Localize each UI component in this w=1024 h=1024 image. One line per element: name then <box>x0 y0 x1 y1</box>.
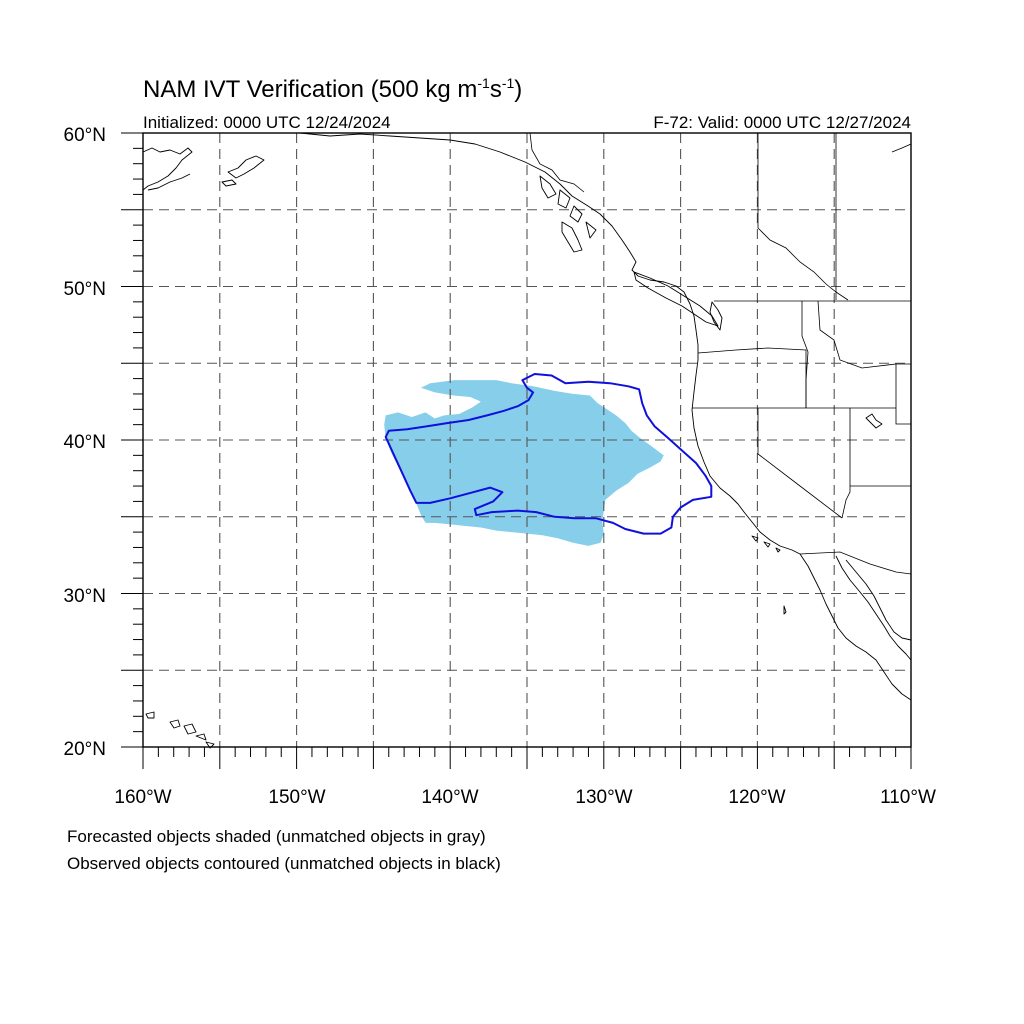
political-borders-layer <box>529 132 912 575</box>
us-west-coast <box>691 345 801 555</box>
lon-label-140w: 140°W <box>421 787 478 808</box>
great-lakes-shape <box>865 413 883 429</box>
lat-label-30n: 30°N <box>64 586 106 607</box>
guadalupe-island <box>783 605 787 615</box>
gulf-of-california-coast <box>835 555 912 661</box>
channel-islands <box>751 535 781 553</box>
lon-label-130w: 130°W <box>575 787 632 808</box>
alaska-peninsula <box>147 173 191 191</box>
wyoming-border <box>895 364 911 425</box>
lon-label-150w: 150°W <box>268 787 325 808</box>
us-mexico-border <box>799 551 912 575</box>
mainland-mexico-coast <box>845 559 912 641</box>
axis-ticks <box>121 132 912 769</box>
lat-lon-gridlines <box>143 133 911 747</box>
latitude-labels: 60°N 50°N 40°N 30°N 20°N <box>64 125 106 760</box>
coastline-layer <box>142 132 912 749</box>
alexander-archipelago <box>539 175 597 239</box>
lat-label-50n: 50°N <box>64 279 106 300</box>
idaho-border <box>801 301 809 408</box>
bc-alberta-border <box>757 133 849 301</box>
longitude-labels: 160°W 150°W 140°W 130°W 120°W 110°W <box>114 787 936 808</box>
footnote-forecast: Forecasted objects shaded (unmatched obj… <box>67 827 486 846</box>
hawaiian-islands <box>145 711 215 749</box>
canada-alaska-border <box>529 132 585 193</box>
baja-california-coast <box>799 553 912 701</box>
initialized-time: Initialized: 0000 UTC 12/24/2024 <box>143 113 391 132</box>
alaska-coastline <box>142 147 193 191</box>
lat-label-60n: 60°N <box>64 125 106 146</box>
lon-label-110w: 110°W <box>880 787 936 808</box>
haida-gwaii <box>561 221 583 253</box>
puget-sound <box>709 301 723 331</box>
observed-ivt-contour <box>384 373 713 535</box>
washington-oregon-border <box>697 347 807 408</box>
lat-label-40n: 40°N <box>64 432 106 453</box>
northeast-coast-fragment <box>891 143 912 153</box>
valid-time: F-72: Valid: 0000 UTC 12/27/2024 <box>653 113 911 132</box>
lat-label-20n: 20°N <box>64 739 106 760</box>
map-plot-area <box>142 132 912 749</box>
nevada-utah-border <box>841 408 851 519</box>
map-title: NAM IVT Verification (500 kg m-1s-1) <box>143 75 522 103</box>
lon-label-160w: 160°W <box>114 787 171 808</box>
kodiak-islands <box>221 155 265 187</box>
nevada-california-border <box>757 408 843 519</box>
gulf-of-alaska-coast <box>299 132 699 346</box>
lon-label-120w: 120°W <box>728 787 785 808</box>
footnote-observed: Observed objects contoured (unmatched ob… <box>67 854 501 873</box>
vancouver-island <box>633 271 719 327</box>
